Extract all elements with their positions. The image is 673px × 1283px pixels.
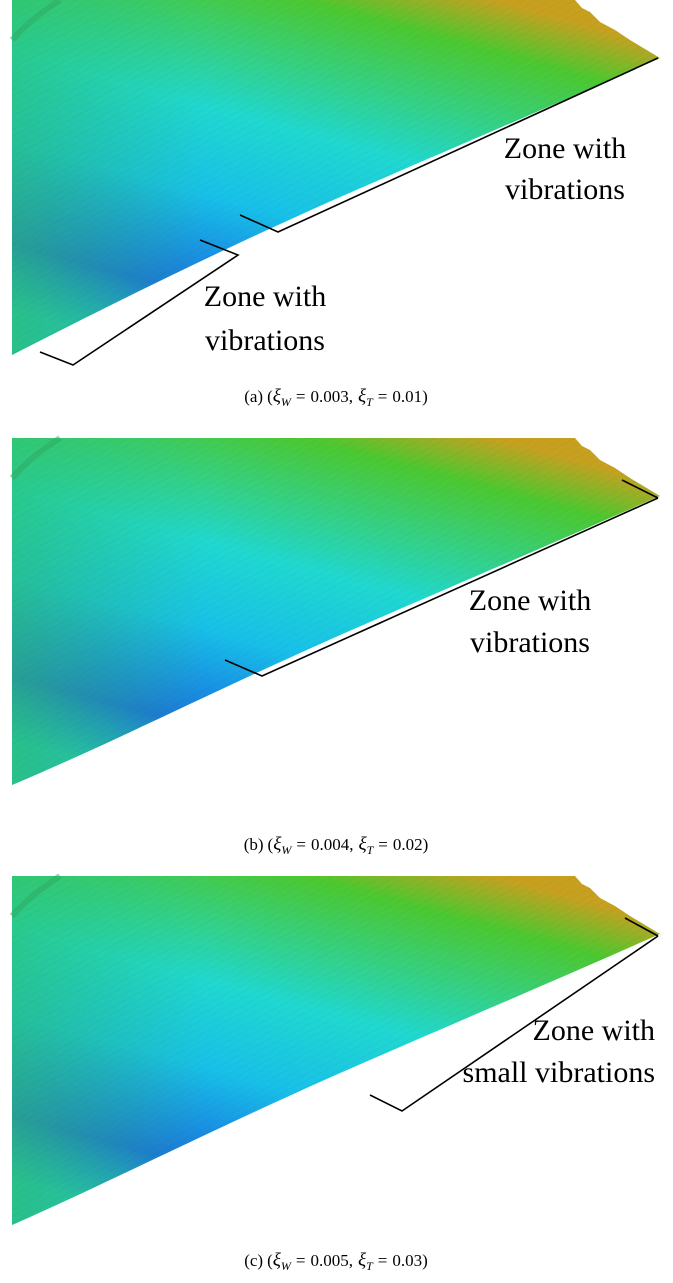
zone-label: Zone with (469, 584, 591, 617)
caption-subscript: T (366, 395, 374, 409)
leader-line (621, 479, 659, 499)
caption-value: 0.01 (392, 387, 422, 406)
leader-line (224, 497, 659, 677)
caption-relation: = (378, 835, 388, 854)
caption-open: ( (267, 387, 273, 406)
caption-separator: , (349, 835, 353, 854)
zone-label: small vibrations (463, 1056, 655, 1089)
caption: (b) (ξW = 0.004, ξT = 0.02) (244, 834, 429, 857)
caption-subscript: T (367, 843, 375, 857)
zone-label: vibrations (205, 324, 325, 357)
caption-value: 0.02 (393, 835, 423, 854)
zone-label: vibrations (470, 626, 590, 659)
zone-label: Zone with (504, 132, 626, 165)
leader-line (239, 57, 659, 233)
caption: (c) (ξW = 0.005, ξT = 0.03) (244, 1250, 428, 1273)
caption-value: 0.03 (392, 1251, 422, 1270)
caption-relation: = (296, 1251, 306, 1270)
caption-label: (c) (244, 1251, 263, 1270)
caption-subscript: T (366, 1259, 374, 1273)
zone-label: Zone with (204, 280, 326, 313)
caption-symbol: ξ (273, 386, 282, 407)
caption-symbol: ξ (358, 1250, 367, 1271)
caption-symbol: ξ (358, 834, 367, 855)
panel: Zone with small vibrations (9, 873, 660, 1225)
caption-relation: = (296, 387, 306, 406)
caption-label: (b) (244, 835, 264, 854)
surface-edge (9, 0, 62, 43)
caption-open: ( (268, 835, 274, 854)
caption-close: ) (423, 835, 429, 854)
surface-edge (9, 873, 62, 919)
caption-subscript: W (281, 1259, 292, 1273)
caption-close: ) (422, 1251, 428, 1270)
caption-close: ) (422, 387, 428, 406)
surface-texture (12, 438, 660, 785)
leader-line (369, 935, 659, 1112)
caption-value: 0.005 (310, 1251, 348, 1270)
caption-open: ( (267, 1251, 273, 1270)
caption-relation: = (378, 1251, 388, 1270)
caption-label: (a) (244, 387, 263, 406)
surface-edge (9, 435, 62, 481)
caption: (a) (ξW = 0.003, ξT = 0.01) (244, 386, 428, 409)
caption-separator: , (349, 387, 353, 406)
zone-label: vibrations (505, 173, 625, 206)
caption-value: 0.003 (310, 387, 348, 406)
surface-texture (12, 876, 660, 1225)
panel: Zone with vibrations Zone with vibrations (9, 0, 660, 366)
surface-texture (12, 0, 660, 355)
caption-symbol: ξ (358, 386, 367, 407)
leader-line (624, 917, 659, 937)
caption-value: 0.004 (311, 835, 350, 854)
caption-subscript: W (281, 843, 292, 857)
leader-line (39, 239, 240, 366)
caption-separator: , (349, 1251, 353, 1270)
caption-relation: = (296, 835, 306, 854)
zone-label: Zone with (533, 1014, 655, 1047)
caption-symbol: ξ (273, 1250, 282, 1271)
caption-symbol: ξ (273, 834, 282, 855)
panel: Zone with vibrations (9, 435, 660, 785)
caption-relation: = (378, 387, 388, 406)
caption-subscript: W (281, 395, 292, 409)
